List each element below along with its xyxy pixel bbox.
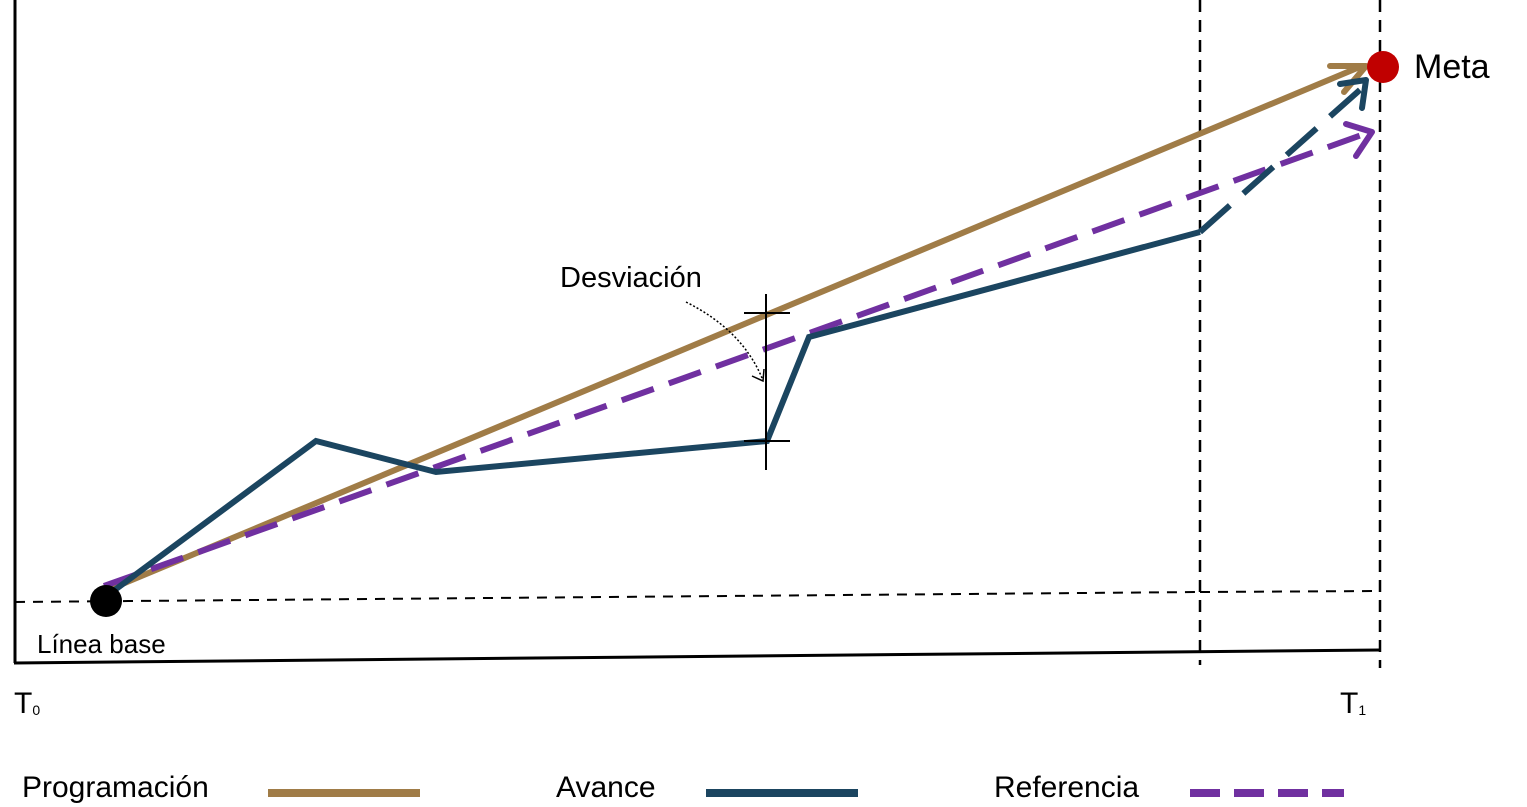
t1-letter: T <box>1340 687 1358 720</box>
t0-label: T0 <box>14 687 40 720</box>
programacion-series <box>105 63 1369 593</box>
legend-item-avance: Avance <box>556 771 858 804</box>
legend-item-referencia: Referencia <box>994 771 1344 804</box>
legend-item-programacion: Programación <box>22 771 420 804</box>
t0-subscript: 0 <box>32 702 40 718</box>
programacion-line <box>105 63 1365 593</box>
referencia-line <box>102 129 1372 589</box>
deviation-pointer-head <box>751 368 765 383</box>
legend: Programación Avance Referencia <box>22 771 1344 804</box>
referencia-arrowhead <box>1343 121 1375 159</box>
legend-label-programacion: Programación <box>22 771 209 804</box>
avance-line <box>106 229 1201 598</box>
legend-label-avance: Avance <box>556 771 656 804</box>
t0-letter: T <box>14 687 32 720</box>
baseline-guide-right <box>1199 590 1381 593</box>
baseline-point <box>90 585 122 617</box>
labels: Meta Línea base T0 T1 <box>14 48 1490 720</box>
deviation-label: Desviación <box>560 262 702 294</box>
points <box>90 51 1399 617</box>
guide-lines <box>14 0 1382 668</box>
avance-series <box>106 77 1369 598</box>
avance-arrowhead <box>1337 77 1369 111</box>
baseline-guide <box>14 591 1201 603</box>
t1-label: T1 <box>1340 687 1366 720</box>
meta-label: Meta <box>1414 48 1490 86</box>
deviation-marker: Desviación <box>560 262 790 470</box>
baseline-label: Línea base <box>37 629 166 659</box>
legend-label-referencia: Referencia <box>994 771 1139 804</box>
referencia-series <box>102 121 1375 589</box>
t1-subscript: 1 <box>1358 702 1366 718</box>
x-axis <box>13 648 1381 665</box>
axes <box>13 0 1381 665</box>
meta-point <box>1367 51 1399 83</box>
avance-projection <box>1198 85 1364 235</box>
deviation-pointer <box>685 301 763 379</box>
